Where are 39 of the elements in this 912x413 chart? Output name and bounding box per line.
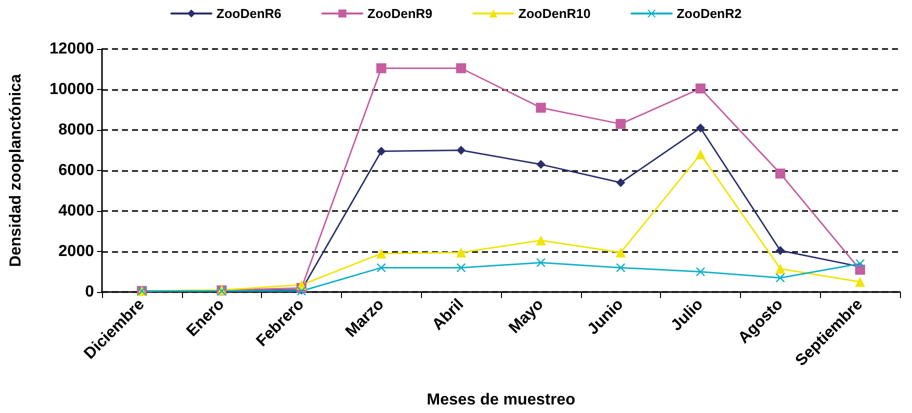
y-tick-label: 2000 — [58, 243, 94, 260]
point — [536, 258, 546, 268]
legend-label: ZooDenR10 — [518, 6, 591, 21]
point — [616, 248, 626, 258]
point — [376, 146, 386, 156]
point — [616, 178, 626, 188]
point — [456, 63, 466, 74]
point — [696, 83, 706, 94]
point — [616, 118, 626, 129]
y-tick-label: 8000 — [58, 122, 94, 138]
y-tick-label: 12000 — [50, 40, 94, 58]
point — [696, 123, 705, 132]
point — [696, 149, 706, 160]
point — [775, 168, 786, 179]
x-axis-title: Meses de muestreo — [426, 392, 576, 408]
point — [536, 102, 546, 113]
point — [855, 276, 866, 287]
point — [856, 259, 865, 268]
point — [456, 146, 466, 155]
y-tick-label: 6000 — [58, 162, 94, 179]
y-tick-label: 0 — [85, 284, 94, 300]
y-tick-label: 10000 — [50, 81, 94, 98]
point — [696, 267, 705, 276]
point — [536, 160, 546, 169]
y-tick-label: 4000 — [58, 202, 94, 220]
point — [536, 235, 546, 246]
legend-label: ZooDenR6 — [216, 6, 282, 21]
point — [376, 263, 386, 272]
legend-label: ZooDenR2 — [676, 6, 742, 21]
point — [376, 248, 386, 259]
point — [616, 263, 626, 272]
point — [775, 264, 786, 274]
point — [456, 248, 466, 258]
point — [376, 63, 386, 74]
point — [776, 273, 785, 282]
point — [776, 246, 785, 255]
point — [456, 263, 466, 272]
y-axis-title: Densidad zooplanctónica — [8, 74, 24, 267]
legend-label: ZooDenR9 — [367, 6, 432, 21]
